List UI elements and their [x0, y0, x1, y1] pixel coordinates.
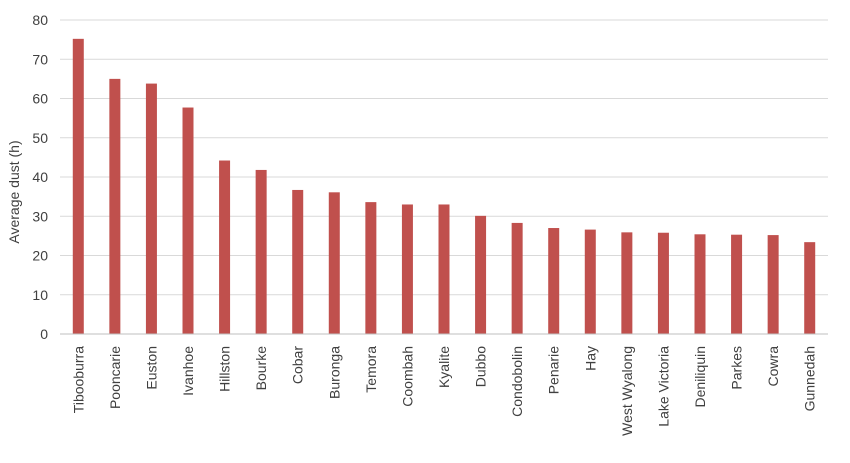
x-tick-label: Temora — [363, 346, 379, 393]
bar-coombah — [401, 204, 413, 334]
bars — [72, 38, 816, 335]
y-tick-label: 10 — [32, 287, 48, 303]
y-tick-label: 60 — [32, 91, 48, 107]
bar-pooncarie — [109, 78, 121, 334]
x-tick-label: Cowra — [765, 346, 781, 387]
y-axis-ticks: 0 10 20 30 40 50 60 70 80 — [32, 12, 48, 342]
bar-bourke — [255, 169, 267, 334]
bar-penarie — [548, 228, 560, 334]
y-tick-label: 50 — [32, 130, 48, 146]
bar-euston — [145, 83, 157, 335]
x-tick-label: Ivanhoe — [180, 346, 196, 396]
x-tick-label: Buronga — [326, 346, 342, 399]
bar-parkes — [731, 234, 743, 334]
x-tick-label: Lake Victoria — [655, 346, 671, 427]
bar-deniliquin — [694, 234, 706, 334]
y-axis-title: Average dust (h) — [6, 140, 22, 243]
x-tick-label: Tibooburra — [70, 346, 86, 413]
bar-cowra — [767, 235, 779, 334]
bar-ivanhoe — [182, 107, 194, 334]
bar-kyalite — [438, 204, 450, 334]
x-tick-label: West Wyalong — [619, 346, 635, 436]
x-tick-label: Hillston — [217, 346, 233, 392]
x-tick-label: Coombah — [399, 346, 415, 407]
y-tick-label: 30 — [32, 208, 48, 224]
bar-gunnedah — [804, 242, 816, 334]
x-tick-label: Condobolin — [509, 346, 525, 417]
x-tick-label: Parkes — [729, 346, 745, 390]
bar-tibooburra — [72, 38, 84, 335]
bar-condobolin — [511, 222, 523, 334]
bar-west-wyalong — [621, 232, 633, 334]
x-tick-label: Hay — [582, 346, 598, 371]
y-tick-label: 0 — [40, 326, 48, 342]
bar-dubbo — [475, 215, 487, 334]
x-tick-label: Pooncarie — [107, 346, 123, 409]
x-tick-label: Cobar — [290, 346, 306, 384]
bar-hay — [584, 229, 596, 334]
x-tick-label: Euston — [143, 346, 159, 390]
bar-buronga — [328, 192, 340, 334]
x-tick-label: Penarie — [546, 346, 562, 394]
bar-hillston — [219, 160, 231, 334]
x-tick-label: Deniliquin — [692, 346, 708, 407]
x-axis-labels: Tibooburra Pooncarie Euston Ivanhoe Hillston… — [70, 346, 817, 436]
bar-temora — [365, 202, 377, 334]
bar-cobar — [292, 189, 304, 334]
y-tick-label: 40 — [32, 169, 48, 185]
bar-lake-victoria — [657, 232, 669, 334]
x-tick-label: Dubbo — [473, 346, 489, 387]
x-tick-label: Kyalite — [436, 346, 452, 388]
y-tick-label: 80 — [32, 12, 48, 28]
x-tick-label: Gunnedah — [802, 346, 818, 411]
y-tick-label: 20 — [32, 248, 48, 264]
y-tick-label: 70 — [32, 51, 48, 67]
x-tick-label: Bourke — [253, 346, 269, 391]
